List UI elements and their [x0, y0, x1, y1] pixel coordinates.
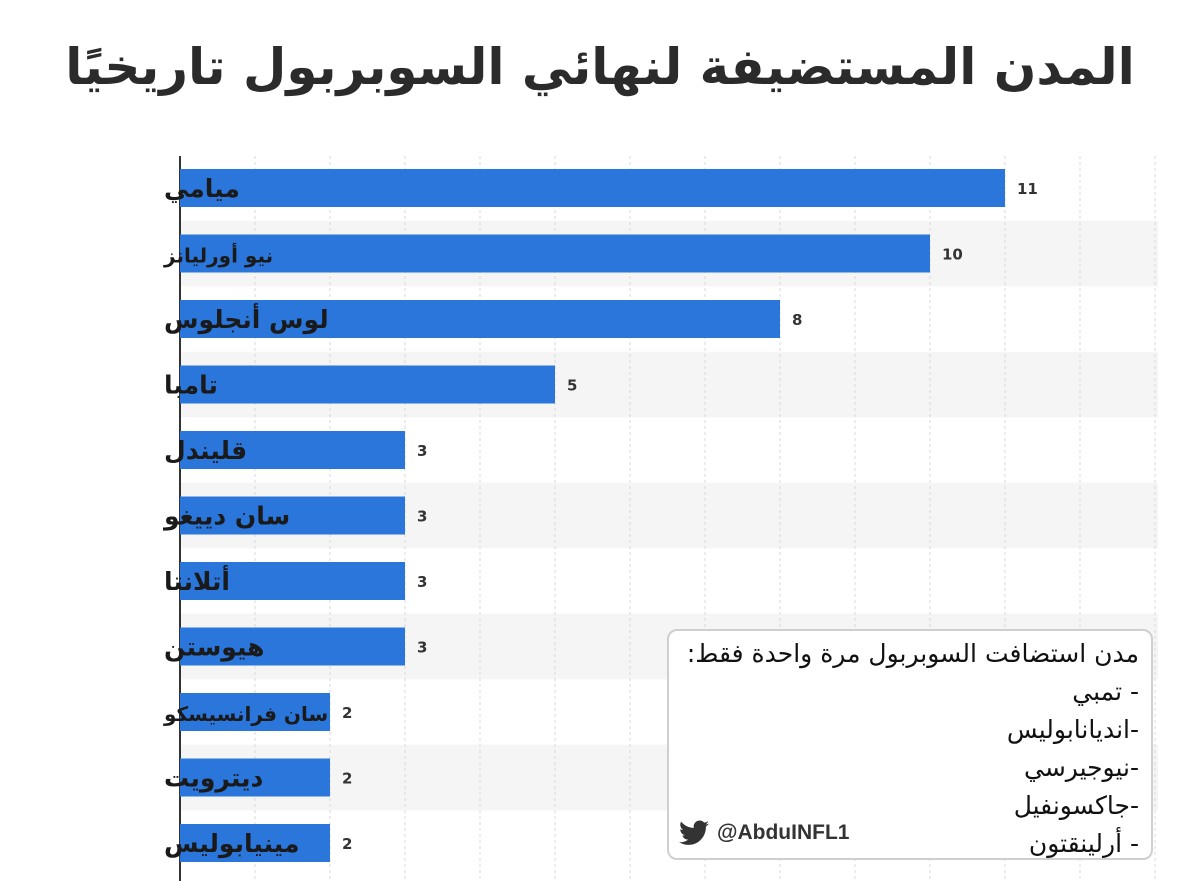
- category-label: نيو أورليانز: [163, 242, 273, 268]
- category-label: سان فرانسيسكو: [163, 702, 328, 726]
- data-label: 3: [417, 442, 427, 460]
- note-item: - تمبي: [1072, 677, 1139, 706]
- data-label: 2: [342, 704, 352, 722]
- category-label: ميامي: [164, 174, 240, 203]
- note-item: -انديانابوليس: [1006, 715, 1139, 744]
- bar: [180, 693, 330, 731]
- bar: [180, 169, 1005, 207]
- note-item: -نيوجيرسي: [1023, 753, 1139, 782]
- bar: [180, 496, 405, 535]
- bar: [180, 562, 405, 600]
- note-item: - أرلينقتون: [1028, 829, 1139, 858]
- twitter-handle: @AbduINFL1: [717, 821, 850, 844]
- data-label: 2: [342, 770, 352, 788]
- category-label: تامبا: [164, 371, 218, 400]
- category-label: لوس أنجلوس: [164, 303, 329, 335]
- chart-title: المدن المستضيفة لنهائي السوبربول تاريخيً…: [65, 38, 1135, 96]
- category-label: قليندل: [164, 436, 247, 465]
- data-label: 3: [417, 508, 427, 526]
- bar: [180, 300, 780, 338]
- category-label: ديترويت: [164, 764, 264, 794]
- category-label: سان دييغو: [162, 502, 290, 532]
- bar: [180, 365, 555, 404]
- bar: [180, 758, 330, 797]
- bar: [180, 627, 405, 666]
- twitter-bird-icon: [679, 820, 709, 845]
- category-label: مينيابوليس: [164, 829, 299, 859]
- data-label: 5: [567, 377, 577, 395]
- note-heading: مدن استضافت السوبربول مرة واحدة فقط:: [686, 639, 1139, 668]
- bar: [180, 824, 330, 862]
- data-label: 11: [1017, 180, 1038, 198]
- twitter-credit[interactable]: @AbduINFL1: [679, 820, 849, 846]
- category-label: هيوستن: [164, 633, 265, 663]
- bar: [180, 431, 405, 469]
- single-host-cities-note: مدن استضافت السوبربول مرة واحدة فقط: - ت…: [667, 629, 1153, 860]
- data-label: 3: [417, 639, 427, 657]
- data-label: 10: [942, 246, 963, 264]
- data-label: 3: [417, 573, 427, 591]
- bar: [180, 234, 930, 273]
- data-label: 8: [792, 311, 802, 329]
- note-item: -جاكسونفيل: [1013, 791, 1139, 820]
- category-label: أتلانتا: [164, 565, 230, 596]
- data-label: 2: [342, 835, 352, 853]
